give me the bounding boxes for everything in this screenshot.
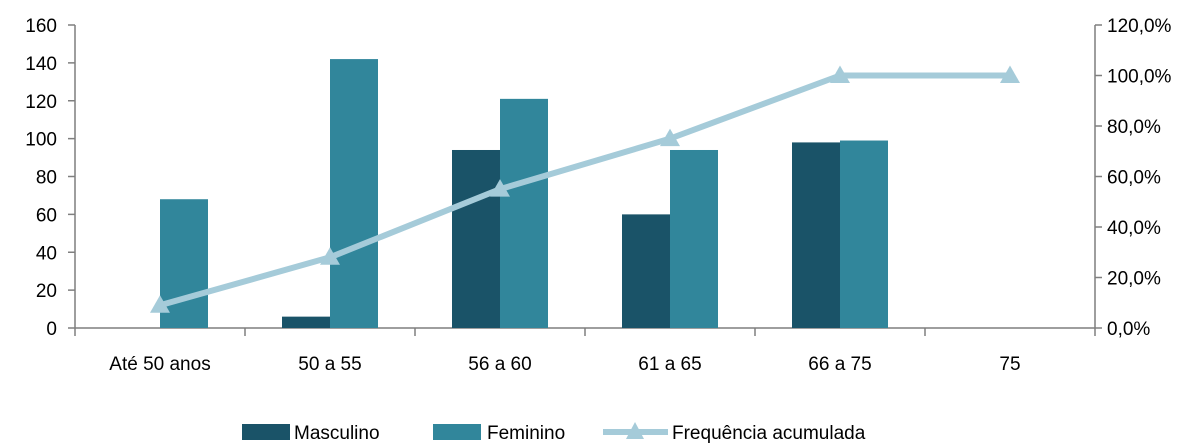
cumulative-point-marker xyxy=(830,65,850,83)
y-left-tick-label: 20 xyxy=(36,281,57,302)
y-left-tick-label: 120 xyxy=(25,92,57,113)
y-right-tick-label: 100,0% xyxy=(1107,67,1172,88)
x-tick-label: 56 a 60 xyxy=(468,354,531,375)
y-right-tick-label: 120,0% xyxy=(1107,16,1172,37)
cumulative-point-marker xyxy=(660,128,680,147)
bar-masculino xyxy=(282,316,330,328)
cumulative-line-path xyxy=(157,72,1013,309)
y-right-tick-label: 0,0% xyxy=(1107,319,1150,340)
legend-label-frequencia: Frequência acumulada xyxy=(672,423,866,444)
y-left-tick-label: 60 xyxy=(36,205,57,226)
y-left-tick-label: 80 xyxy=(36,168,57,189)
cumulative-line xyxy=(150,65,1020,313)
legend-swatch-feminino xyxy=(433,424,481,440)
y-left-tick-label: 160 xyxy=(25,16,57,37)
bars xyxy=(160,59,888,329)
x-tick-label: Até 50 anos xyxy=(109,354,210,375)
legend-swatch-masculino xyxy=(242,424,290,440)
bar-masculino xyxy=(452,149,500,328)
tick-labels: 0 20 40 60 80 100 120 140 160 0,0% 20,0% 40,0% 60,0%… xyxy=(25,16,1171,375)
x-tick-label: 75 xyxy=(999,354,1020,375)
bar-feminino xyxy=(500,98,548,328)
legend-marker-frequencia xyxy=(626,422,644,439)
y-right-tick-label: 40,0% xyxy=(1107,218,1161,239)
cumulative-point-marker xyxy=(490,179,510,197)
y-right-tick-label: 80,0% xyxy=(1107,117,1161,138)
bar-masculino xyxy=(622,214,670,328)
cumulative-point-marker xyxy=(1000,65,1020,83)
bar-feminino xyxy=(840,140,888,328)
y-left-tick-label: 140 xyxy=(25,54,57,75)
x-tick-label: 66 a 75 xyxy=(808,354,871,375)
y-left-tick-label: 100 xyxy=(25,130,57,151)
bar-masculino xyxy=(792,142,840,328)
y-right-tick-label: 20,0% xyxy=(1107,269,1161,290)
legend: Masculino Feminino Frequência acumulada xyxy=(242,422,866,444)
cumulative-point-marker xyxy=(320,247,340,265)
legend-label-masculino: Masculino xyxy=(294,423,380,444)
bar-feminino xyxy=(670,149,718,328)
bar-feminino xyxy=(160,199,208,328)
bar-feminino xyxy=(330,59,378,329)
y-right-tick-label: 60,0% xyxy=(1107,168,1161,189)
y-left-tick-label: 40 xyxy=(36,243,57,264)
cumulative-point-marker xyxy=(150,295,170,313)
axes xyxy=(68,24,1102,336)
x-tick-label: 61 a 65 xyxy=(638,354,701,375)
x-tick-label: 50 a 55 xyxy=(298,354,361,375)
legend-label-feminino: Feminino xyxy=(487,423,565,444)
y-left-tick-label: 0 xyxy=(46,319,57,340)
